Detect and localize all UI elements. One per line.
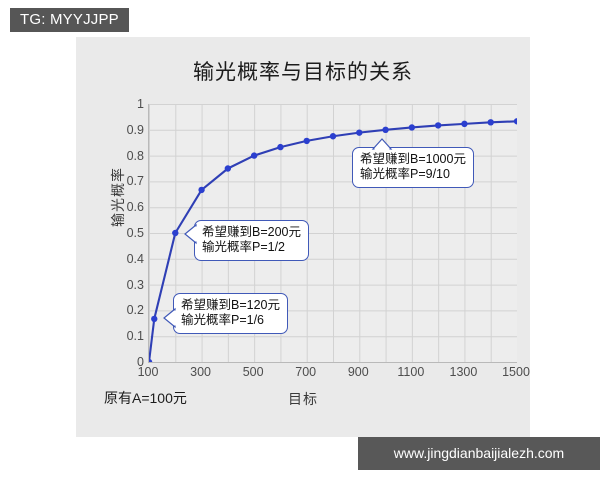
x-tick-300: 300	[190, 365, 211, 379]
x-tick-1300: 1300	[449, 365, 478, 379]
callout-b200-line1: 希望赚到B=200元	[202, 225, 301, 239]
series-markers	[149, 118, 517, 362]
tg-watermark-badge: TG: MYYJJPP	[10, 8, 129, 32]
data-point	[149, 358, 153, 362]
callout-b120-line1: 希望赚到B=120元	[181, 298, 280, 312]
x-tick-100: 100	[137, 365, 159, 379]
data-point	[303, 137, 310, 145]
callout-b120-line2: 输光概率P=1/6	[181, 313, 265, 327]
x-axis-tick-labels: 100 300 500 700 900 1100 1300 1500	[138, 365, 530, 383]
chart-title: 输光概率与目标的关系	[193, 61, 413, 84]
y-tick-01: 0.1	[126, 329, 144, 344]
data-point	[329, 133, 337, 140]
data-point	[277, 143, 284, 151]
data-point	[224, 165, 232, 172]
data-point	[487, 119, 494, 126]
y-tick-03: 0.3	[126, 277, 144, 292]
data-point	[382, 126, 389, 133]
data-point	[151, 315, 158, 323]
y-tick-04: 0.4	[126, 251, 144, 266]
x-tick-500: 500	[242, 365, 264, 379]
x-tick-1100: 1100	[397, 365, 425, 379]
data-point	[172, 229, 179, 237]
data-point	[434, 122, 442, 129]
y-tick-05: 0.5	[126, 226, 144, 240]
data-point	[408, 124, 416, 131]
site-watermark: www.jingdianbaijialezh.com	[358, 437, 600, 470]
y-axis-tick-labels: 1 0.9 0.8 0.7 0.6 0.5 0.4 0.3 0.2 0.1 0	[106, 97, 144, 369]
y-tick-06: 0.6	[126, 200, 144, 215]
data-point	[356, 129, 363, 136]
data-point	[513, 118, 517, 125]
x-tick-900: 900	[347, 365, 369, 379]
callout-b1000: 希望赚到B=1000元 输光概率P=9/10	[352, 138, 474, 188]
callout-b1000-line1: 希望赚到B=1000元	[360, 152, 466, 166]
callout-b200: 希望赚到B=200元 输光概率P=1/2	[184, 220, 309, 261]
x-axis-title: 目标	[288, 391, 318, 407]
data-point	[461, 120, 468, 128]
vertical-gridlines	[149, 104, 492, 362]
x-tick-700: 700	[295, 365, 317, 379]
y-axis-title: 输光概率	[110, 167, 126, 227]
callout-b200-tail	[184, 223, 197, 245]
y-tick-08: 0.8	[126, 148, 144, 163]
y-tick-0: 0	[137, 355, 144, 369]
callout-b1000-line2: 输光概率P=9/10	[360, 167, 450, 181]
chart-card: 输光概率与目标的关系 1 0.9 0.8 0.7 0.6 0.5 0.4 0.3…	[76, 37, 530, 437]
y-tick-07: 0.7	[126, 174, 144, 189]
y-tick-02: 0.2	[126, 303, 144, 318]
y-tick-09: 0.9	[126, 122, 144, 137]
initial-capital-note: 原有A=100元	[104, 390, 187, 406]
data-point	[250, 152, 258, 159]
data-point	[198, 186, 205, 194]
callout-b120-tail	[163, 307, 176, 329]
callout-b1000-tail	[371, 138, 393, 150]
callout-b120: 希望赚到B=120元 输光概率P=1/6	[163, 293, 288, 334]
y-tick-1: 1	[137, 97, 144, 111]
callout-b200-line2: 输光概率P=1/2	[202, 240, 286, 254]
x-tick-1500: 1500	[502, 365, 530, 379]
series-line	[149, 120, 517, 362]
